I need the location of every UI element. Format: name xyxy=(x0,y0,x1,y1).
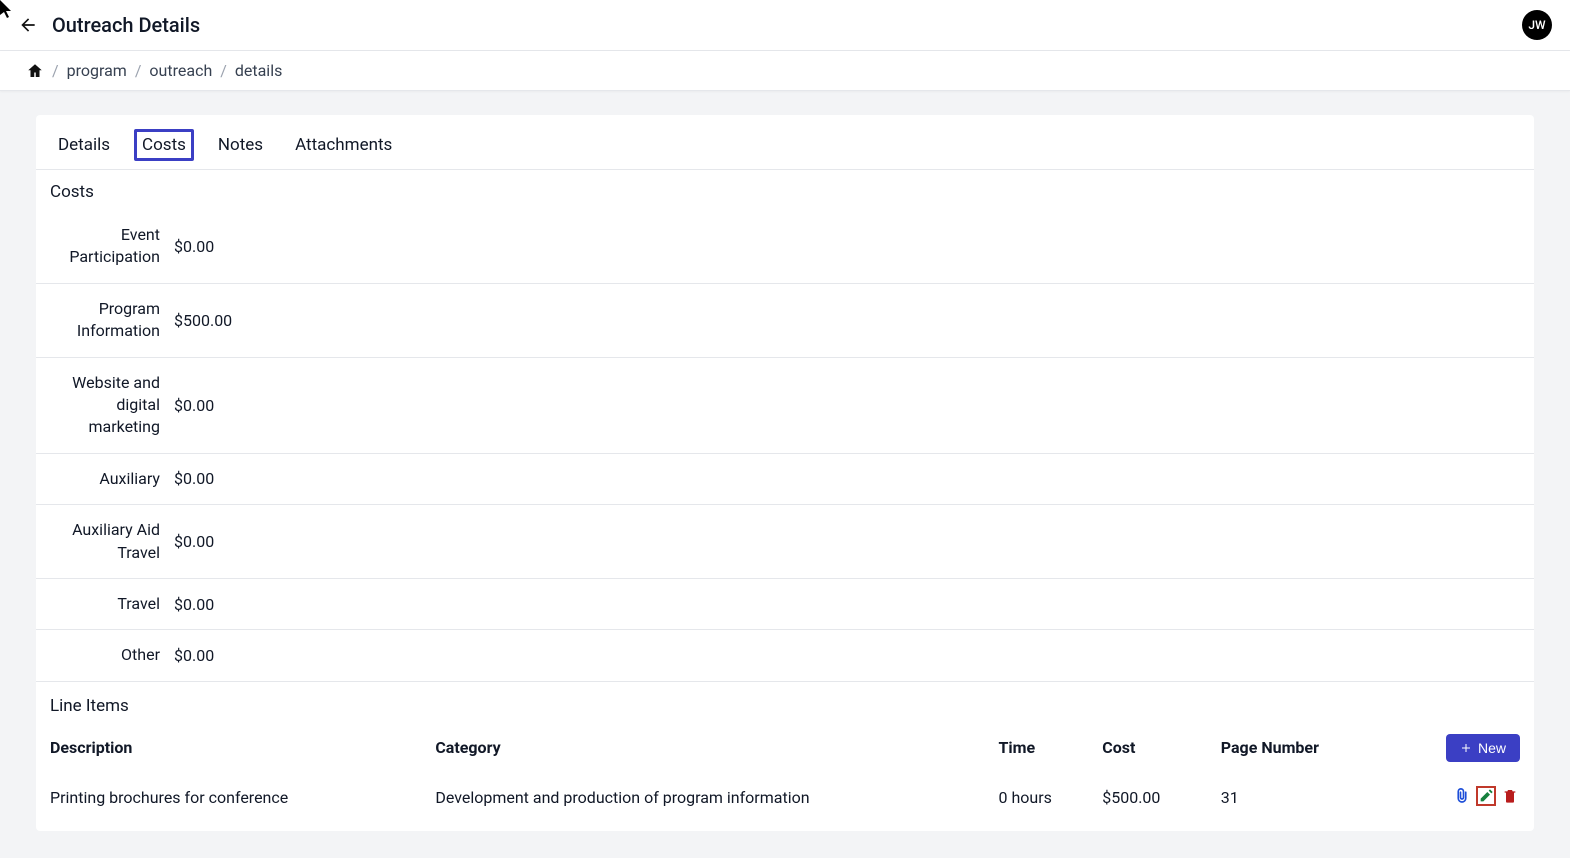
breadcrumb-separator: / xyxy=(220,61,227,80)
cell-page-number: 31 xyxy=(1215,772,1363,823)
cost-label: Website and digital marketing xyxy=(50,372,160,439)
cost-row-travel: Travel $0.00 xyxy=(36,579,1534,630)
edit-icon[interactable] xyxy=(1476,786,1496,806)
breadcrumb-program[interactable]: program xyxy=(67,61,127,80)
cost-value: $0.00 xyxy=(174,469,214,488)
cost-row-program-information: Program Information $500.00 xyxy=(36,284,1534,358)
cost-label: Travel xyxy=(50,593,160,615)
cell-description: Printing brochures for conference xyxy=(44,772,429,823)
cost-label: Program Information xyxy=(50,298,160,343)
cell-time: 0 hours xyxy=(992,772,1096,823)
cost-value: $0.00 xyxy=(174,532,214,551)
topbar: Outreach Details JW xyxy=(0,0,1570,51)
col-category: Category xyxy=(429,724,992,772)
col-cost: Cost xyxy=(1096,724,1215,772)
back-arrow-icon[interactable] xyxy=(18,15,38,35)
cost-value: $0.00 xyxy=(174,595,214,614)
cell-category: Development and production of program in… xyxy=(429,772,992,823)
cost-row-event-participation: Event Participation $0.00 xyxy=(36,210,1534,284)
cost-label: Auxiliary xyxy=(50,468,160,490)
cost-value: $0.00 xyxy=(174,396,214,415)
tab-notes[interactable]: Notes xyxy=(210,129,271,169)
cost-label: Auxiliary Aid Travel xyxy=(50,519,160,564)
tab-costs[interactable]: Costs xyxy=(134,129,194,161)
new-button-label: New xyxy=(1478,740,1506,756)
col-time: Time xyxy=(992,724,1096,772)
line-items-section-title: Line Items xyxy=(36,682,1534,724)
cost-label: Event Participation xyxy=(50,224,160,269)
tab-attachments[interactable]: Attachments xyxy=(287,129,400,169)
breadcrumb-details[interactable]: details xyxy=(235,61,282,80)
cell-cost: $500.00 xyxy=(1096,772,1215,823)
cost-row-auxiliary: Auxiliary $0.00 xyxy=(36,454,1534,505)
content-card: Details Costs Notes Attachments Costs Ev… xyxy=(36,115,1534,831)
costs-section-title: Costs xyxy=(36,170,1534,210)
breadcrumb-separator: / xyxy=(135,61,142,80)
breadcrumb-outreach[interactable]: outreach xyxy=(149,61,212,80)
home-icon[interactable] xyxy=(26,62,44,80)
cost-value: $0.00 xyxy=(174,237,214,256)
table-row: Printing brochures for conference Develo… xyxy=(44,772,1526,823)
tab-details[interactable]: Details xyxy=(50,129,118,169)
cost-value: $500.00 xyxy=(174,311,232,330)
breadcrumb: / program / outreach / details xyxy=(0,51,1570,91)
new-line-item-button[interactable]: New xyxy=(1446,734,1520,762)
page-title: Outreach Details xyxy=(52,13,200,37)
col-page-number: Page Number xyxy=(1215,724,1363,772)
breadcrumb-separator: / xyxy=(52,61,59,80)
cost-row-website-digital-marketing: Website and digital marketing $0.00 xyxy=(36,358,1534,454)
plus-icon xyxy=(1460,742,1472,754)
cost-row-auxiliary-aid-travel: Auxiliary Aid Travel $0.00 xyxy=(36,505,1534,579)
tabs: Details Costs Notes Attachments xyxy=(36,115,1534,170)
line-items-table: Description Category Time Cost Page Numb… xyxy=(44,724,1526,823)
cost-label: Other xyxy=(50,644,160,666)
col-description: Description xyxy=(44,724,429,772)
avatar[interactable]: JW xyxy=(1522,10,1552,40)
attach-icon[interactable] xyxy=(1452,786,1472,806)
cost-row-other: Other $0.00 xyxy=(36,630,1534,681)
delete-icon[interactable] xyxy=(1500,786,1520,806)
cost-value: $0.00 xyxy=(174,646,214,665)
